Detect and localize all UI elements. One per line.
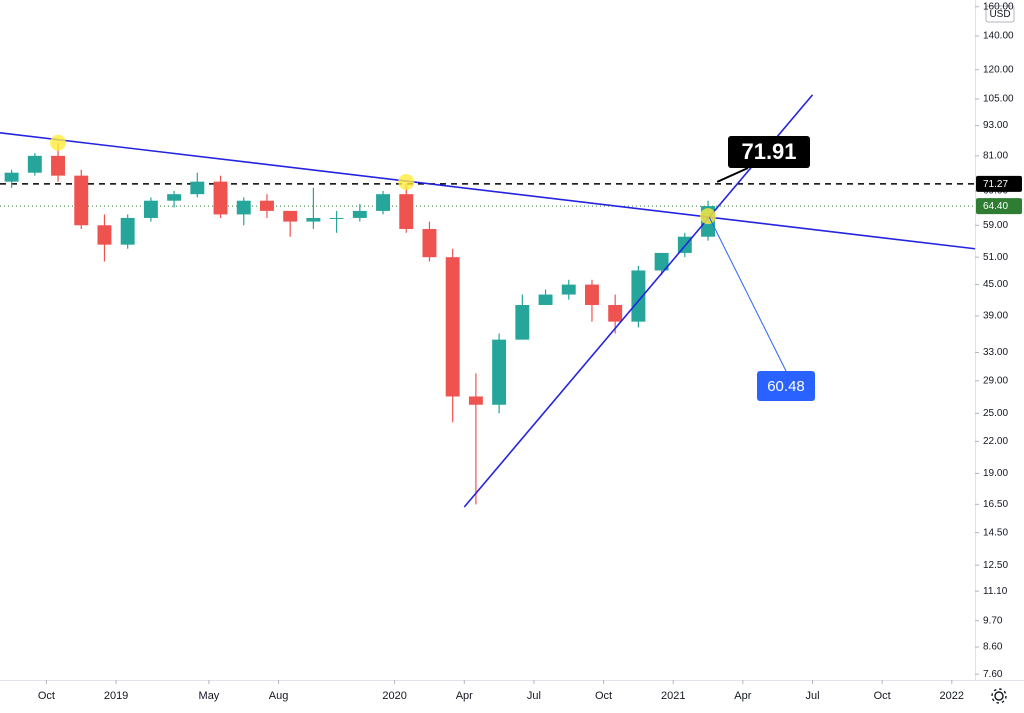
plot-area: 71.91 60.48 [0, 94, 976, 508]
candle-body [538, 294, 553, 305]
touch-point [700, 208, 717, 225]
candle-body [74, 175, 89, 226]
candle-body [445, 257, 460, 397]
candle-body [352, 210, 367, 218]
candle-body [143, 200, 158, 218]
y-tick-label: 11.10 [983, 586, 1008, 597]
candle-body [27, 155, 42, 173]
y-tick-label: 120.00 [983, 64, 1014, 75]
y-tick-label: 51.00 [983, 252, 1008, 263]
candle-body [585, 284, 599, 305]
candle-body [97, 225, 112, 245]
candle-body [399, 194, 414, 230]
x-tick-label: Jul [805, 690, 819, 702]
y-tick-label: 9.70 [983, 615, 1003, 626]
price-tag [976, 175, 1022, 192]
x-tick-label: May [199, 690, 220, 702]
candle-body [190, 181, 205, 195]
x-tick-label: 2019 [104, 690, 128, 702]
x-tick-label: Jul [527, 690, 541, 702]
candle-body [167, 194, 182, 201]
candle-body [376, 194, 390, 211]
price-tag-label: 71.27 [983, 179, 1008, 190]
y-tick-label: 16.50 [983, 499, 1008, 510]
candle-body [468, 396, 483, 405]
y-tick-label: 33.00 [983, 347, 1008, 358]
y-tick-label: 8.60 [983, 642, 1003, 653]
candle-body [283, 210, 298, 222]
y-tick-label: 59.00 [983, 220, 1008, 231]
touch-point [50, 134, 67, 151]
currency-label: USD [989, 9, 1010, 20]
currency-box[interactable] [985, 5, 1015, 23]
y-tick-label: 12.50 [983, 560, 1008, 571]
x-tick-label: 2022 [940, 690, 964, 702]
y-tick-label: 19.00 [983, 468, 1008, 479]
callout-label: 60.48 [767, 378, 805, 395]
y-tick-label: 93.00 [983, 120, 1008, 131]
candle-body [561, 284, 576, 295]
price-tag [976, 198, 1022, 215]
x-tick-label: 2021 [661, 690, 685, 702]
y-tick-label: 29.00 [983, 375, 1008, 386]
price-tag-label: 64.40 [983, 201, 1008, 212]
y-tick-label: 39.00 [983, 311, 1008, 322]
candle-body [236, 200, 251, 215]
y-tick-label: 25.00 [983, 408, 1008, 419]
candle-body [4, 172, 19, 182]
x-tick-label: 2020 [382, 690, 406, 702]
y-tick-label: 7.60 [983, 669, 1003, 680]
callout-label: 71.91 [741, 139, 796, 164]
candle-body [492, 339, 507, 405]
trend-line [0, 131, 976, 250]
candle-body [631, 270, 646, 322]
candle-body [260, 200, 274, 211]
candle-body [329, 217, 344, 219]
x-tick-label: Oct [595, 690, 612, 702]
x-tick-label: Apr [456, 690, 473, 702]
y-tick-label: 81.00 [983, 150, 1008, 161]
candle-body [654, 252, 669, 271]
candle-body [515, 304, 530, 340]
y-tick-label: 45.00 [983, 279, 1008, 290]
callout-box [728, 136, 810, 168]
candle-body [120, 217, 135, 245]
callout-box [757, 371, 815, 401]
y-tick-label: 160.00 [983, 1, 1014, 12]
candle-body [306, 217, 321, 222]
y-tick-label: 105.00 [983, 94, 1014, 105]
candle-body [422, 229, 437, 258]
touch-point [398, 173, 415, 190]
callout-pointer [716, 167, 749, 183]
candle-body [213, 181, 228, 215]
x-tick-label: Apr [734, 690, 751, 702]
y-tick-label: 140.00 [983, 31, 1014, 42]
candle-body [608, 304, 623, 322]
x-tick-label: Oct [38, 690, 55, 702]
callout-pointer [708, 216, 787, 372]
y-tick-label: 14.50 [983, 527, 1008, 538]
x-tick-label: Aug [269, 690, 289, 702]
x-tick-label: Oct [874, 690, 891, 702]
settings-icon[interactable] [991, 688, 1007, 704]
candle-body [51, 155, 65, 176]
y-tick-label: 22.00 [983, 436, 1008, 447]
